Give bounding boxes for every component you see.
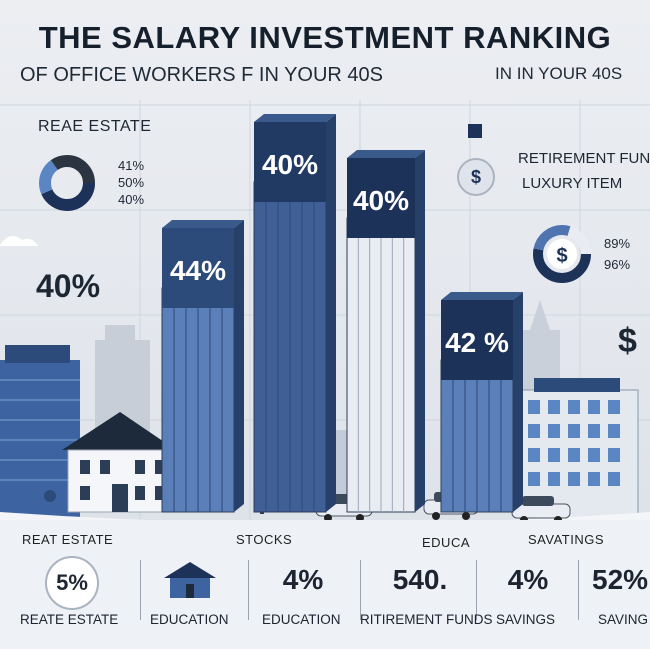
donut-chart-right: $: [533, 225, 591, 283]
bar-value-label: 40%: [262, 149, 318, 180]
bar-2: 40%: [253, 114, 336, 513]
page-subtitle: OF OFFICE WORKERS F IN YOUR 40S: [20, 64, 384, 86]
left-donut-value-1: 41%: [118, 158, 145, 173]
bottom-top-label-1: REAT ESTATE: [22, 532, 114, 547]
right-donut-value-2: 96%: [604, 257, 631, 272]
bottom-label-3: EDUCATION: [262, 612, 341, 627]
divider: [578, 560, 579, 620]
left-donut-value-3: 40%: [118, 192, 145, 207]
right-dollar-sign: $: [618, 322, 637, 360]
bottom-panel: [0, 520, 650, 649]
legend-square-icon: [468, 124, 482, 138]
bar-1: 44%: [161, 220, 244, 513]
bottom-value-3: 4%: [282, 564, 324, 595]
page-title: THE SALARY INVESTMENT RANKING: [38, 20, 612, 55]
donut-chart-left: [39, 155, 95, 211]
svg-text:$: $: [556, 245, 567, 267]
bar-cap: [347, 158, 415, 238]
divider: [476, 560, 477, 620]
bottom-top-label-4: SAVATINGS: [528, 532, 605, 547]
right-panel-label-2: LUXURY ITEM: [522, 175, 623, 192]
coin-dollar: $: [470, 166, 481, 187]
bottom-value-circle: 5%: [45, 556, 99, 610]
bar-value-label: 40%: [353, 185, 409, 216]
right-panel-label-1: RETIREMENT FUN: [518, 150, 650, 167]
bottom-value-4: 540.: [392, 564, 448, 595]
cloud-icon: [0, 236, 38, 246]
coin-icon: $: [457, 158, 495, 196]
bar-value-label: 42 %: [445, 327, 509, 358]
right-donut-value-1: 89%: [604, 236, 631, 251]
divider: [360, 560, 361, 620]
bar-value-label: 44%: [170, 255, 226, 286]
bar-cap: [254, 122, 326, 202]
bottom-value-5: 4%: [507, 564, 549, 595]
bar-cap: [162, 228, 234, 308]
bar-3: 40%: [346, 150, 425, 513]
page-subtitle-right: IN IN YOUR 40S: [495, 64, 623, 83]
bottom-label-6: SAVING: [598, 612, 649, 627]
bottom-top-label-2: STOCKS: [236, 532, 293, 547]
bottom-label-4: RITIREMENT FUNDS: [360, 612, 493, 627]
divider: [140, 560, 141, 620]
bottom-top-label-3: EDUCA: [422, 535, 471, 550]
left-donut-value-2: 50%: [118, 175, 145, 190]
bottom-label-2: EDUCATION: [150, 612, 229, 627]
bottom-label-1: REATE ESTATE: [20, 612, 119, 627]
divider: [248, 560, 249, 620]
bar-cap: [441, 300, 513, 380]
left-big-value: 40%: [36, 268, 101, 304]
left-panel-label: REAE ESTATE: [38, 118, 152, 135]
bottom-value-6: 52%: [592, 564, 649, 595]
house-icon: [164, 562, 216, 598]
bottom-label-5: SAVINGS: [496, 612, 556, 627]
bar-4: 42 %: [440, 292, 523, 513]
bottom-value-1: 5%: [56, 570, 88, 595]
